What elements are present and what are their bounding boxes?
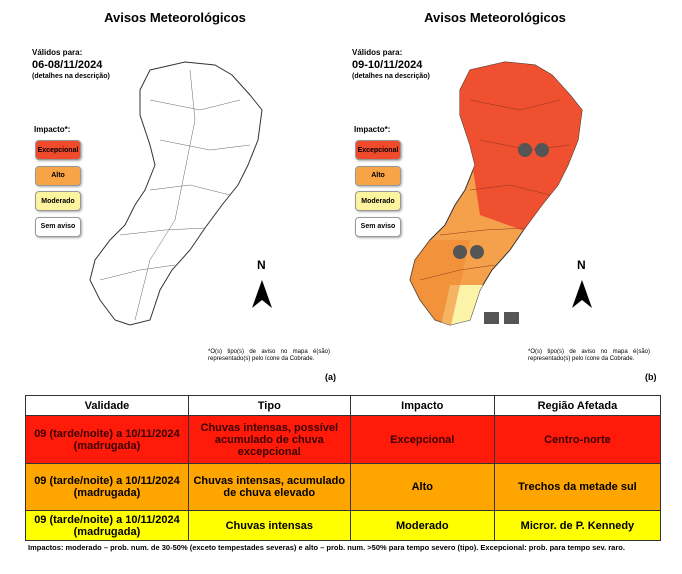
legend-item: Excepcional — [35, 140, 81, 160]
map-a — [89, 61, 263, 326]
header-cell: Tipo — [187, 395, 351, 416]
table-footnote: Impactos: moderado – prob. num. de 30-50… — [28, 543, 625, 552]
panel-tag: (a) — [325, 372, 336, 382]
table-cell: 09 (tarde/noite) a 10/11/2024 (madrugada… — [25, 463, 189, 511]
legend-item: Alto — [355, 165, 401, 186]
warning-table: Validade Tipo Impacto Região Afetada 09 (tar… — [25, 395, 662, 541]
header-cell: Região Afetada — [493, 395, 662, 416]
valid-label: Válidos para: — [32, 48, 83, 57]
valid-dates: 06-08/11/2024 — [32, 59, 103, 71]
table-cell: Trechos da metade sul — [493, 463, 662, 511]
table-row: 09 (tarde/noite) a 10/11/2024 (madrugada… — [25, 510, 662, 541]
table-cell: Chuvas intensas, possível acumulado de c… — [187, 415, 351, 464]
details: (detalhes na descrição) — [32, 73, 110, 80]
north-label: N — [577, 258, 586, 272]
map-title: Avisos Meteorológicos — [104, 10, 246, 25]
map-footnote: *O(s) tipo(s) de aviso no mapa é(são) re… — [208, 349, 330, 362]
table-cell: Chuvas intensas — [187, 510, 351, 541]
table-cell: Centro-norte — [493, 415, 662, 464]
map-b — [409, 61, 583, 326]
maps — [89, 61, 592, 326]
map-title: Avisos Meteorológicos — [424, 10, 566, 25]
legend-item: Sem aviso — [35, 216, 81, 237]
valid-dates: 09-10/11/2024 — [352, 59, 423, 71]
header-row: Validade Tipo Impacto Região Afetada — [25, 395, 662, 416]
legend-item: Sem aviso — [355, 216, 401, 237]
details: (detalhes na descrição) — [352, 73, 430, 80]
table-cell: Alto — [349, 463, 495, 511]
table-row: 09 (tarde/noite) a 10/11/2024 (madrugada… — [25, 463, 662, 511]
table-cell: Moderado — [349, 510, 495, 541]
north-label: N — [257, 258, 266, 272]
legend-item: Alto — [35, 165, 81, 186]
header-cell: Impacto — [349, 395, 495, 416]
table-cell: Excepcional — [349, 415, 495, 464]
table-cell: 09 (tarde/noite) a 10/11/2024 (madrugada… — [25, 510, 189, 541]
north-arrow — [252, 280, 272, 308]
legend-item: Excepcional — [355, 140, 401, 160]
legend-item: Moderado — [355, 191, 401, 211]
table-cell: Micror. de P. Kennedy — [493, 510, 662, 541]
north-arrow — [572, 280, 592, 308]
panel-tag: (b) — [645, 372, 657, 382]
map-footnote: *O(s) tipo(s) de aviso no mapa é(são) re… — [528, 349, 650, 362]
table-cell: 09 (tarde/noite) a 10/11/2024 (madrugada… — [25, 415, 189, 464]
impact-label: Impacto*: — [354, 125, 391, 134]
table-cell: Chuvas intensas, acumulado de chuva elev… — [187, 463, 351, 511]
table-row: 09 (tarde/noite) a 10/11/2024 (madrugada… — [25, 415, 662, 464]
impact-label: Impacto*: — [34, 125, 71, 134]
legend-item: Moderado — [35, 191, 81, 211]
header-cell: Validade — [25, 395, 189, 416]
valid-label: Válidos para: — [352, 48, 403, 57]
